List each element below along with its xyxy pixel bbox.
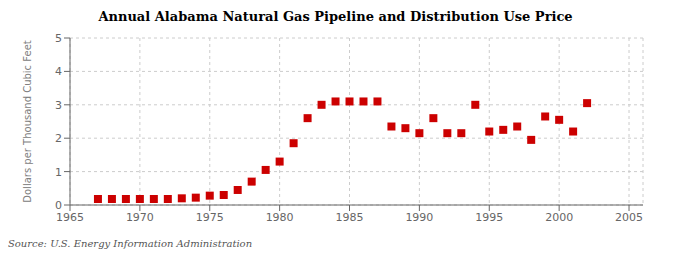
svg-text:1975: 1975 bbox=[196, 211, 224, 224]
svg-text:1970: 1970 bbox=[126, 211, 154, 224]
svg-text:0: 0 bbox=[55, 199, 62, 212]
svg-text:Dollars per Thousand Cubic Fee: Dollars per Thousand Cubic Feet bbox=[22, 40, 33, 203]
svg-text:1965: 1965 bbox=[56, 211, 84, 224]
svg-text:2005: 2005 bbox=[615, 211, 643, 224]
svg-text:1990: 1990 bbox=[405, 211, 433, 224]
svg-text:5: 5 bbox=[55, 32, 62, 45]
svg-text:2: 2 bbox=[55, 132, 62, 145]
svg-text:4: 4 bbox=[55, 65, 62, 78]
svg-text:1985: 1985 bbox=[336, 211, 364, 224]
svg-text:1995: 1995 bbox=[475, 211, 503, 224]
svg-text:1980: 1980 bbox=[266, 211, 294, 224]
svg-text:2000: 2000 bbox=[545, 211, 573, 224]
svg-text:3: 3 bbox=[55, 99, 62, 112]
html-text:Source: U.S. Energy Informatio: Source: U.S. Energy Information Administ… bbox=[8, 238, 253, 249]
svg-text:1: 1 bbox=[55, 166, 62, 179]
html-text:Annual Alabama Natural Gas Pip: Annual Alabama Natural Gas Pipeline and … bbox=[98, 9, 573, 24]
